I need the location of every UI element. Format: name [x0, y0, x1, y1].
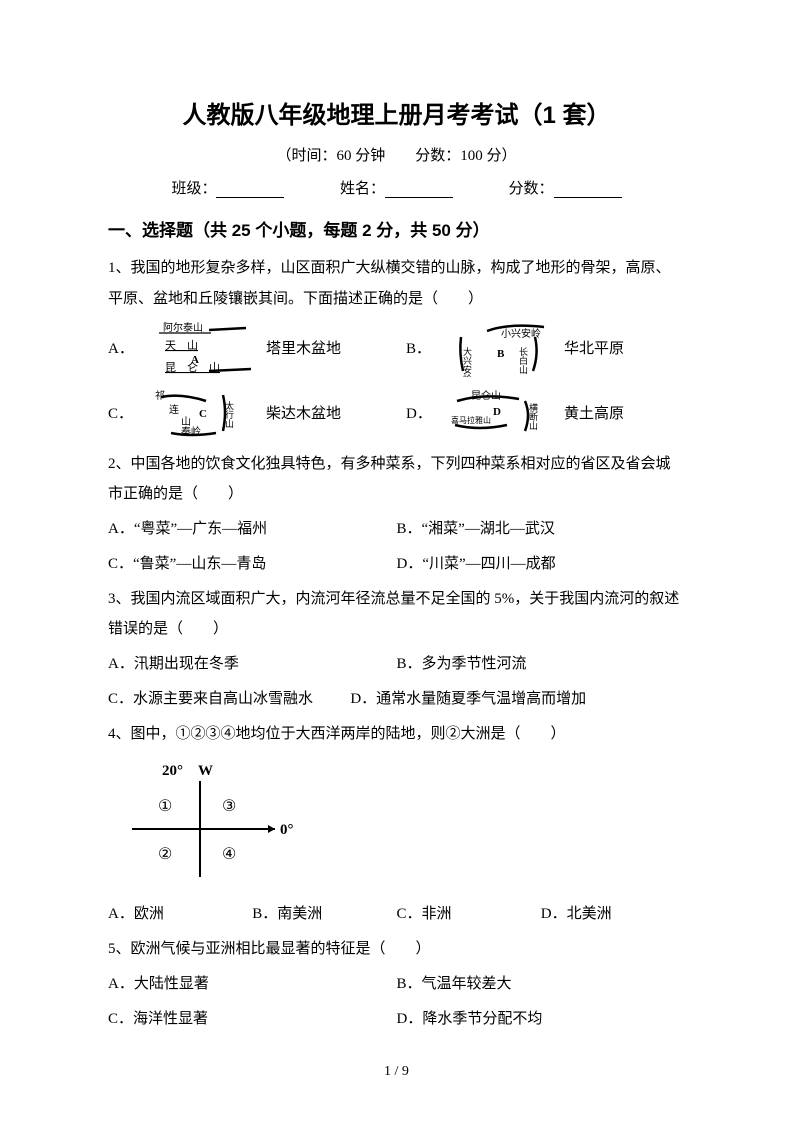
- q2-row1: A．“粤菜”—广东—福州 B．“湘菜”—湖北—武汉: [108, 514, 685, 545]
- svg-text:0°: 0°: [280, 822, 294, 838]
- name-label: 姓名：: [340, 181, 385, 197]
- q5-d: D．降水季节分配不均: [397, 1004, 686, 1035]
- q3-row1: A．汛期出现在冬季 B．多为季节性河流: [108, 649, 685, 680]
- q5-text: 5、欧洲气候与亚洲相比最显著的特征是（ ）: [108, 934, 685, 965]
- svg-text:③: ③: [222, 798, 236, 815]
- svg-text:昆仑山: 昆仑山: [471, 389, 501, 402]
- svg-text:天 山: 天 山: [165, 339, 198, 352]
- q5-row2: C．海洋性显著 D．降水季节分配不均: [108, 1004, 685, 1035]
- q3-b: B．多为季节性河流: [397, 649, 686, 680]
- svg-text:长白山: 长白山: [518, 345, 528, 373]
- q4-c: C．非洲: [397, 899, 541, 930]
- q2-b: B．“湘菜”—湖北—武汉: [397, 514, 686, 545]
- name-blank[interactable]: [385, 182, 453, 198]
- q1-b-text: 华北平原: [564, 337, 664, 358]
- svg-text:横断山: 横断山: [528, 401, 538, 429]
- q2-text: 2、中国各地的饮食文化独具特色，有多种菜系，下列四种菜系相对应的省区及省会城市正…: [108, 449, 685, 511]
- svg-text:喜马拉雅山: 喜马拉雅山: [451, 415, 491, 425]
- svg-text:阿尔泰山: 阿尔泰山: [163, 321, 203, 334]
- svg-text:20° W: 20° W: [162, 763, 213, 779]
- q3-a: A．汛期出现在冬季: [108, 649, 397, 680]
- q3-c: C．水源主要来自高山冰雪融水: [108, 684, 350, 715]
- q5-b: B．气温年较差大: [397, 969, 686, 1000]
- svg-text:太行山: 太行山: [224, 399, 234, 427]
- q1-a-diagram: 阿尔泰山 天 山 A 昆 仑 山: [146, 319, 266, 377]
- score-blank[interactable]: [554, 182, 622, 198]
- q5-row1: A．大陆性显著 B．气温年较差大: [108, 969, 685, 1000]
- q1-c-diagram: 祁 连 山 C 太行山 秦岭: [146, 387, 266, 439]
- q1-row-cd: C． 祁 连 山 C 太行山 秦岭 柴达木盆地 D． 昆仑山 D 喜马拉雅山 横…: [108, 387, 685, 439]
- form-line: 班级： 姓名： 分数：: [108, 177, 685, 198]
- svg-text:D: D: [493, 406, 501, 418]
- class-label: 班级：: [171, 181, 216, 197]
- q3-text: 3、我国内流区域面积广大，内流河年径流总量不足全国的 5%，关于我国内流河的叙述…: [108, 584, 685, 646]
- q2-c: C．“鲁菜”—山东—青岛: [108, 549, 397, 580]
- q3-d: D．通常水量随夏季气温增高而增加: [350, 684, 685, 715]
- q4-diagram: 20° W 0° ① ③ ② ④: [120, 759, 685, 889]
- q4-options: A．欧洲 B．南美洲 C．非洲 D．北美洲: [108, 899, 685, 930]
- q4-text: 4、图中，①②③④地均位于大西洋两岸的陆地，则②大洲是（ ）: [108, 719, 685, 750]
- q2-a: A．“粤菜”—广东—福州: [108, 514, 397, 545]
- q4-d: D．北美洲: [541, 899, 685, 930]
- q1-b-diagram: 小兴安岭 大兴安岭 B 长白山: [444, 319, 564, 377]
- page-title: 人教版八年级地理上册月考考试（1 套）: [108, 95, 685, 130]
- q3-row2: C．水源主要来自高山冰雪融水 D．通常水量随夏季气温增高而增加: [108, 684, 685, 715]
- q1-a-text: 塔里木盆地: [266, 337, 366, 358]
- svg-text:大兴安岭: 大兴安岭: [462, 345, 472, 376]
- class-blank[interactable]: [216, 182, 284, 198]
- subtitle: （时间：60 分钟 分数：100 分）: [108, 144, 685, 165]
- svg-text:②: ②: [158, 846, 172, 863]
- q2-row2: C．“鲁菜”—山东—青岛 D．“川菜”—四川—成都: [108, 549, 685, 580]
- q4-b: B．南美洲: [252, 899, 396, 930]
- svg-text:C: C: [199, 408, 207, 420]
- q1-d-label: D．: [406, 402, 444, 423]
- q1-c-text: 柴达木盆地: [266, 402, 366, 423]
- q1-d-diagram: 昆仑山 D 喜马拉雅山 横断山: [444, 387, 564, 439]
- q1-d-text: 黄土高原: [564, 402, 664, 423]
- q1-text: 1、我国的地形复杂多样，山区面积广大纵横交错的山脉，构成了地形的骨架，高原、平原…: [108, 253, 685, 315]
- q1-row-ab: A． 阿尔泰山 天 山 A 昆 仑 山 塔里木盆地 B． 小兴安岭 大兴安岭 B…: [108, 319, 685, 377]
- svg-text:B: B: [497, 348, 505, 360]
- svg-text:连: 连: [169, 403, 179, 416]
- q5-c: C．海洋性显著: [108, 1004, 397, 1035]
- svg-text:④: ④: [222, 846, 236, 863]
- q4-a: A．欧洲: [108, 899, 252, 930]
- section-1-header: 一、选择题（共 25 个小题，每题 2 分，共 50 分）: [108, 216, 685, 241]
- score-label: 分数：: [509, 181, 554, 197]
- q5-a: A．大陆性显著: [108, 969, 397, 1000]
- q1-a-label: A．: [108, 337, 146, 358]
- q1-c-label: C．: [108, 402, 146, 423]
- page-number: 1 / 9: [0, 1064, 793, 1080]
- svg-text:①: ①: [158, 798, 172, 815]
- q2-d: D．“川菜”—四川—成都: [397, 549, 686, 580]
- q1-b-label: B．: [406, 337, 444, 358]
